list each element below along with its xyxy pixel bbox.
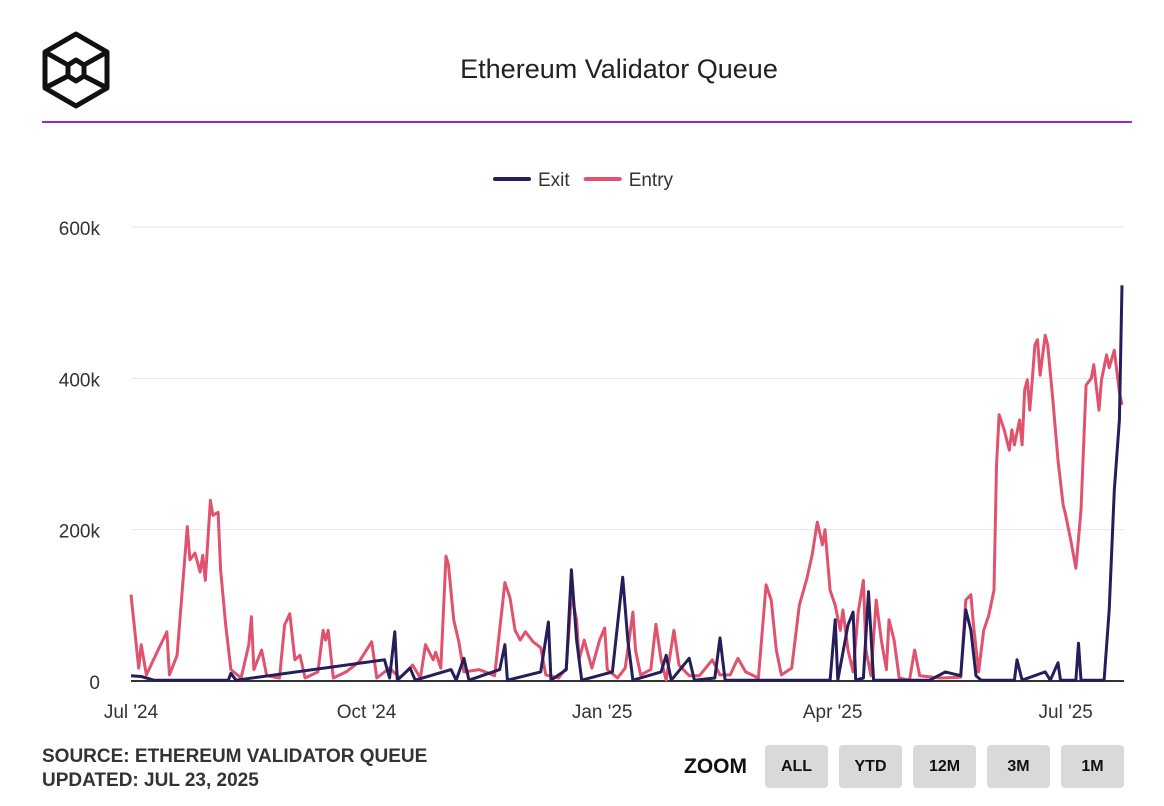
y-tick-label: 600k xyxy=(59,219,101,240)
y-tick-label: 200k xyxy=(59,522,101,543)
legend-label-entry: Entry xyxy=(629,170,674,191)
x-tick-label: Jan '25 xyxy=(572,702,633,723)
x-tick-label: Apr '25 xyxy=(803,702,863,723)
updated-text: UPDATED: JUL 23, 2025 xyxy=(42,770,259,791)
legend-label-exit: Exit xyxy=(538,170,570,191)
x-tick-label: Jul '24 xyxy=(104,702,159,723)
x-tick-label: Oct '24 xyxy=(337,702,397,723)
zoom-all-button[interactable]: ALL xyxy=(765,745,828,788)
divider xyxy=(42,121,1132,123)
page-title: Ethereum Validator Queue xyxy=(460,54,778,84)
zoom-3m-button[interactable]: 3M xyxy=(987,745,1050,788)
x-tick-label: Jul '25 xyxy=(1039,702,1093,723)
zoom-1m-button[interactable]: 1M xyxy=(1061,745,1124,788)
y-tick-label: 400k xyxy=(59,370,101,391)
logo-icon xyxy=(42,31,110,109)
source-text: SOURCE: ETHEREUM VALIDATOR QUEUE xyxy=(42,746,428,767)
zoom-label: ZOOM xyxy=(684,755,747,778)
series-line-entry xyxy=(129,333,1124,682)
series-line-exit xyxy=(130,285,1124,682)
y-tick-label: 0 xyxy=(89,673,100,694)
legend: Exit Entry xyxy=(493,170,674,191)
zoom-12m-button[interactable]: 12M xyxy=(913,745,976,788)
zoom-ytd-button[interactable]: YTD xyxy=(839,745,902,788)
